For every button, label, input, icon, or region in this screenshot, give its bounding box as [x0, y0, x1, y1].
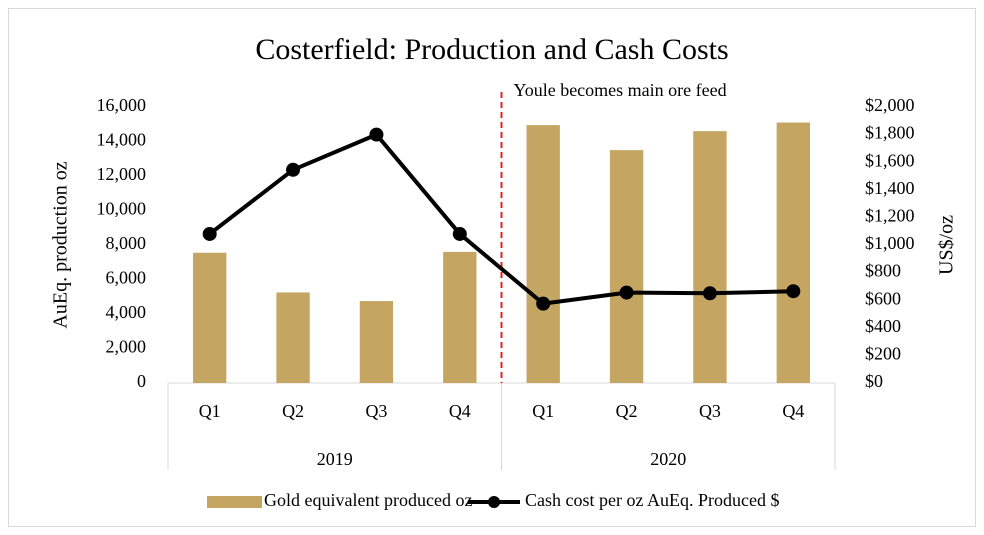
legend-label: Gold equivalent produced oz: [264, 490, 472, 510]
x-tick-label: Q1: [532, 401, 554, 421]
y-tick-label: 8,000: [106, 233, 147, 253]
y-tick-label: 0: [137, 371, 146, 391]
y-tick-label: 16,000: [97, 95, 147, 115]
y2-axis-label: US$/oz: [936, 215, 958, 275]
bar: [776, 122, 810, 384]
x-tick-label: Q3: [365, 401, 387, 421]
y2-tick-label: $200: [865, 344, 901, 364]
x-group-label: 2020: [650, 449, 686, 469]
bar: [526, 125, 560, 384]
x-tick-label: Q2: [616, 401, 638, 421]
x-tick-label: Q4: [782, 401, 804, 421]
y2-tick-label: $1,800: [865, 123, 915, 143]
y2-tick-label: $1,000: [865, 233, 915, 253]
legend-swatch: [207, 496, 262, 508]
chart-title: Costerfield: Production and Cash Costs: [255, 33, 728, 66]
annotation-text: Youle becomes main ore feed: [514, 80, 727, 100]
x-tick-label: Q3: [699, 401, 721, 421]
line-marker: [536, 296, 551, 311]
y-tick-label: 2,000: [106, 337, 147, 357]
y2-tick-label: $600: [865, 288, 901, 308]
bar: [359, 301, 394, 383]
x-tick-label: Q1: [199, 401, 221, 421]
y-tick-label: 14,000: [97, 130, 147, 150]
line: [208, 132, 794, 306]
bar: [443, 251, 477, 383]
chart-border: [8, 8, 976, 527]
y-tick-label: 10,000: [97, 199, 147, 219]
bar: [609, 150, 644, 383]
legend-swatch-marker: [488, 496, 500, 508]
y2-tick-label: $2,000: [865, 95, 915, 115]
bar: [276, 292, 310, 383]
bar: [193, 252, 227, 383]
line-marker: [452, 226, 467, 241]
y2-tick-label: $1,200: [865, 206, 915, 226]
y2-tick-label: $400: [865, 316, 901, 336]
x-group-label: 2019: [317, 449, 353, 469]
y2-tick-label: $0: [865, 371, 883, 391]
y-tick-label: 12,000: [97, 164, 147, 184]
legend-label: Cash cost per oz AuEq. Produced $: [525, 490, 779, 510]
y-axis-label: AuEq. production oz: [50, 161, 72, 328]
y2-tick-label: $1,400: [865, 178, 915, 198]
line-marker: [786, 284, 801, 299]
y2-tick-label: $1,600: [865, 150, 915, 170]
x-tick-label: Q2: [282, 401, 304, 421]
line-marker: [369, 127, 384, 142]
y2-tick-label: $800: [865, 261, 901, 281]
line-marker: [619, 285, 634, 300]
x-tick-label: Q4: [449, 401, 471, 421]
line-marker: [202, 226, 217, 241]
y-tick-label: 4,000: [106, 302, 147, 322]
y-tick-label: 6,000: [106, 268, 147, 288]
line-marker: [286, 162, 301, 177]
bar: [693, 131, 727, 383]
line-marker: [702, 286, 717, 301]
